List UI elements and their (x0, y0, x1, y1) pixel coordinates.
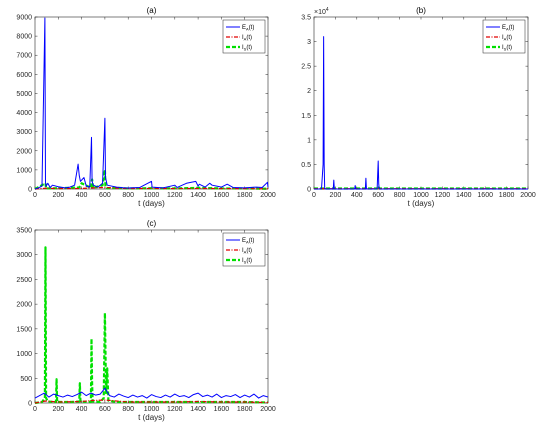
legend-entry: IS(t) (242, 45, 252, 52)
y-tick-label: 3500 (16, 228, 32, 235)
y-tick-label: 1500 (16, 326, 32, 333)
x-tick-label: 1600 (214, 192, 230, 199)
y-tick-label: 3.5 (301, 15, 311, 22)
x-tick-label: 600 (99, 192, 111, 199)
chart-title: (b) (416, 6, 426, 15)
y-exponent-label: ×104 (314, 7, 329, 16)
x-tick-label: 600 (99, 406, 111, 413)
y-tick-label: 1000 (16, 351, 32, 358)
legend-entry: IS(t) (502, 45, 512, 52)
series-line-i-s (34, 246, 269, 405)
y-tick-label: 2000 (16, 148, 32, 155)
series-line-e-a (34, 17, 269, 190)
y-tick-label: 2000 (16, 302, 32, 309)
chart-panel-b: (b) 0 200 400 600 800 1000 1200 1400 1600 1800 2000… (301, 6, 536, 208)
x-tick-label: 1400 (190, 192, 206, 199)
x-tick-label: 1400 (456, 192, 472, 199)
y-tick-label: 7000 (16, 53, 32, 60)
y-tick-label: 1000 (16, 167, 32, 174)
chart-title: (a) (147, 6, 157, 15)
legend-entry: IS(t) (242, 258, 252, 265)
x-tick-label: 400 (76, 192, 88, 199)
y-tick-label: 0.5 (301, 162, 311, 169)
x-tick-label: 1200 (167, 406, 183, 413)
y-tick-label: 3000 (16, 252, 32, 259)
x-tick-label: 2000 (260, 406, 276, 413)
legend-entry: EA(t) (242, 238, 254, 245)
x-tick-label: 200 (52, 192, 64, 199)
legend: EA(t) IA(t) IS(t) (222, 232, 266, 267)
y-tick-label: 9000 (16, 15, 32, 22)
series-line-i-a (34, 186, 269, 190)
y-tick-label: 1.5 (301, 113, 311, 120)
x-tick-label: 800 (122, 406, 134, 413)
y-tick-label: 0 (28, 187, 32, 194)
x-tick-label: 800 (394, 192, 406, 199)
x-tick-label: 1000 (144, 406, 160, 413)
y-tick-label: 2500 (16, 277, 32, 284)
x-tick-label: 2000 (260, 192, 276, 199)
legend-entry: IA(t) (242, 248, 252, 255)
legend-entry: EA(t) (242, 25, 254, 32)
y-tick-label: 3 (307, 39, 311, 46)
chart-panel-c: (c) 0 200 400 600 800 1000 1200 1400 1600 1800 2000… (16, 219, 275, 422)
y-tick-label: 1 (307, 137, 311, 144)
y-tick-label: 2 (307, 88, 311, 95)
y-tick-label: 0 (28, 401, 32, 408)
x-tick-label: 1400 (190, 406, 206, 413)
x-tick-label: 400 (76, 406, 88, 413)
x-tick-label: 0 (33, 192, 37, 199)
x-tick-label: 400 (351, 192, 363, 199)
x-tick-label: 200 (52, 406, 64, 413)
legend: EA(t) IA(t) IS(t) (222, 19, 266, 54)
x-tick-label: 200 (330, 192, 342, 199)
x-tick-label: 1600 (477, 192, 493, 199)
series-line-i-a (34, 399, 269, 404)
x-axis-label: t (days) (408, 199, 435, 208)
y-tick-label: 8000 (16, 34, 32, 41)
x-tick-label: 1800 (499, 192, 515, 199)
y-tick-label: 500 (20, 376, 32, 383)
x-tick-label: 1800 (237, 406, 253, 413)
y-tick-label: 0 (307, 187, 311, 194)
y-tick-label: 4000 (16, 110, 32, 117)
y-tick-label: 3000 (16, 129, 32, 136)
x-tick-label: 1000 (413, 192, 429, 199)
series-line-e-a (34, 387, 269, 399)
x-axis-label: t (days) (138, 199, 165, 208)
x-tick-label: 1200 (167, 192, 183, 199)
legend-entry: IA(t) (502, 35, 512, 42)
x-tick-label: 1200 (435, 192, 451, 199)
x-tick-label: 1600 (214, 406, 230, 413)
x-tick-label: 0 (33, 406, 37, 413)
x-tick-label: 600 (372, 192, 384, 199)
y-tick-label: 5000 (16, 91, 32, 98)
series-line-e-a (314, 36, 528, 190)
chart-title: (c) (147, 219, 157, 228)
x-axis-label: t (days) (138, 413, 165, 422)
x-tick-label: 2000 (520, 192, 536, 199)
legend-entry: IA(t) (242, 35, 252, 42)
legend-entry: EA(t) (502, 25, 514, 32)
legend: EA(t) IA(t) IS(t) (482, 19, 526, 54)
x-tick-label: 1800 (237, 192, 253, 199)
chart-panel-a: (a) 0 200 400 600 800 1000 1200 1400 1600 1800 2000… (16, 6, 275, 208)
y-tick-label: 6000 (16, 72, 32, 79)
y-tick-label: 2.5 (301, 64, 311, 71)
x-tick-label: 1000 (144, 192, 160, 199)
x-tick-label: 800 (122, 192, 134, 199)
x-tick-label: 0 (312, 192, 316, 199)
